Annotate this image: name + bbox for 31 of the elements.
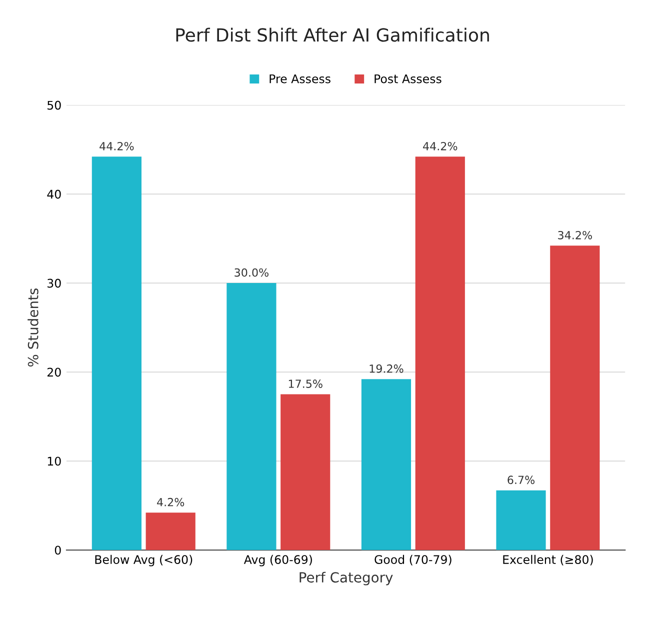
y-tick-label: 50 [48,100,61,110]
data-label: 17.5% [288,380,322,388]
chart-title: Perf Dist Shift After AI Gamification [176,28,489,42]
x-axis-title: Perf Category [300,572,393,586]
x-tick-label: Avg (60-69) [244,554,312,566]
y-tick-label: 10 [48,456,61,466]
data-label: 19.2% [370,364,404,373]
y-tick-label: 30 [48,278,61,288]
bar [550,246,600,550]
data-label: 44.2% [100,142,134,150]
legend-label: Pre Assess [270,74,330,84]
bar [415,156,465,550]
bar [146,512,196,550]
x-tick-label: Excellent (≥80) [503,554,593,566]
x-tick-label: Good (70-79) [374,554,452,566]
bar [280,394,330,550]
y-tick-label: 40 [47,190,61,199]
data-label: 6.7% [508,476,535,484]
bar [92,156,142,550]
legend-label: Post Assess [374,74,442,84]
data-label: 30.0% [234,268,268,277]
y-axis-title: % Students [28,288,38,367]
x-tick-label: Below Avg (<60) [95,554,192,566]
bar [226,283,276,550]
y-tick-label: 0 [54,546,61,555]
data-label: 44.2% [423,142,458,150]
bar [361,379,412,550]
data-label: 4.2% [157,498,184,506]
y-tick-label: 20 [47,368,61,377]
bar [496,490,546,550]
data-label: 34.2% [558,230,592,240]
